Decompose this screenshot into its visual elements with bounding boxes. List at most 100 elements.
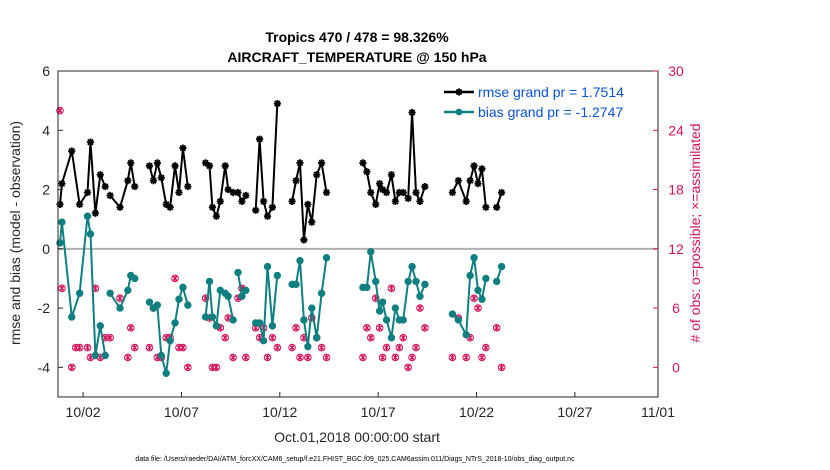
obs-possible-marker (363, 324, 371, 332)
bias-marker (478, 295, 486, 303)
legend-box (438, 78, 652, 122)
legend-label: bias grand pr = -1.2747 (478, 104, 623, 120)
rmse-marker (242, 191, 250, 200)
x-tick-label: 10/02 (66, 404, 101, 420)
obs-possible-marker (296, 353, 304, 362)
rmse-marker (127, 159, 135, 167)
obs-assimilated-marker (131, 344, 138, 351)
rmse-marker (498, 188, 506, 197)
plot-background (58, 71, 658, 397)
obs-assimilated-marker (359, 354, 366, 361)
bias-marker (408, 262, 416, 271)
obs-assimilated-marker (274, 344, 281, 351)
y-tick-label: 2 (42, 182, 50, 198)
x-tick-label: 10/12 (262, 404, 297, 420)
bias-marker (308, 304, 316, 312)
rmse-marker (404, 194, 412, 203)
rmse-marker (493, 203, 501, 211)
rmse-marker (162, 200, 170, 208)
bias-marker (304, 342, 312, 351)
legend: rmse grand pr = 1.7514 bias grand pr = -1… (438, 78, 652, 122)
obs-assimilated-marker (323, 354, 330, 361)
obs-possible-marker (371, 294, 380, 303)
rmse-marker (372, 200, 380, 208)
y-right-tick-label: 30 (668, 63, 684, 79)
rmse-marker (175, 188, 183, 197)
obs-assimilated-marker (413, 344, 420, 351)
bias-marker (372, 277, 380, 286)
bias-marker (238, 292, 246, 300)
obs-assimilated-marker (493, 324, 500, 332)
obs-possible-marker (492, 324, 501, 332)
bias-marker (448, 310, 457, 318)
rmse-marker (124, 177, 132, 185)
bias-marker (375, 307, 384, 315)
bias-marker (208, 313, 217, 321)
bias-marker (492, 277, 501, 286)
bias-marker (91, 351, 100, 360)
bias-marker (83, 212, 92, 220)
bias-marker (224, 292, 232, 300)
obs-possible-marker (221, 333, 230, 342)
bias-marker (75, 289, 84, 297)
rmse-marker (224, 185, 232, 194)
obs-assimilated-marker (396, 344, 403, 351)
obs-assimilated-marker (363, 324, 370, 332)
bias-marker (131, 274, 139, 283)
obs-assimilated-marker (179, 344, 186, 351)
obs-assimilated-marker (289, 344, 296, 351)
bias-marker (255, 319, 264, 327)
obs-assimilated-marker (421, 324, 428, 332)
obs-assimilated-marker (318, 344, 325, 351)
bias-marker (466, 271, 474, 280)
bias-marker (482, 274, 490, 283)
rmse-marker (171, 162, 179, 170)
bias-marker (470, 254, 478, 262)
rmse-marker (256, 135, 264, 143)
obs-possible-marker (292, 324, 300, 332)
rmse-marker (234, 188, 242, 197)
obs-possible-marker (67, 363, 76, 372)
x-tick-label: 11/01 (641, 404, 675, 420)
obs-possible-marker (382, 343, 391, 352)
bias-marker (171, 319, 179, 327)
rmse-marker (416, 197, 424, 205)
rmse-marker (412, 188, 420, 197)
rmse-marker (391, 197, 399, 205)
obs-possible-marker (56, 106, 64, 115)
y-right-tick-label: 6 (672, 300, 680, 316)
rmse-marker (322, 188, 331, 197)
rmse-marker (455, 88, 463, 96)
bias-marker (387, 334, 396, 342)
x-tick-label: 10/17 (361, 404, 396, 420)
obs-possible-marker (359, 353, 367, 362)
rmse-marker (399, 188, 407, 197)
obs-possible-marker (201, 294, 210, 303)
bias-marker (86, 230, 95, 238)
obs-possible-marker (83, 343, 92, 352)
obs-assimilated-marker (172, 275, 179, 282)
rmse-marker (478, 165, 486, 173)
rmse-marker (149, 177, 158, 185)
y-axis-label: rmse and bias (model - observation) (7, 121, 23, 345)
bias-marker (367, 248, 375, 256)
legend-marker (455, 108, 463, 116)
bias-marker (184, 301, 192, 309)
bias-marker (421, 280, 429, 289)
rmse-marker (296, 159, 304, 167)
obs-possible-marker (268, 333, 277, 342)
obs-assimilated-marker (392, 354, 399, 361)
rmse-marker (205, 162, 214, 170)
rmse-marker (378, 185, 387, 194)
x-tick-label: 10/07 (164, 404, 199, 420)
obs-possible-marker (378, 353, 387, 362)
rmse-marker (367, 188, 375, 197)
obs-assimilated-marker (296, 354, 303, 361)
obs-possible-marker (106, 333, 114, 342)
rmse-marker (56, 200, 64, 208)
obs-assimilated-marker (222, 334, 229, 341)
rmse-marker (466, 177, 474, 185)
obs-assimilated-marker (264, 354, 271, 361)
bias-marker (363, 283, 371, 292)
rmse-marker (268, 203, 277, 211)
